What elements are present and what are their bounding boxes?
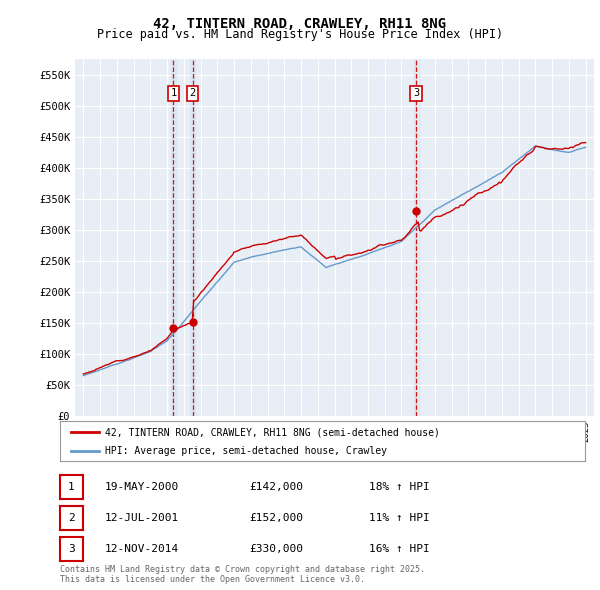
- Bar: [190, 59, 195, 416]
- Text: £330,000: £330,000: [249, 544, 303, 553]
- Text: 2: 2: [190, 88, 196, 98]
- Text: £142,000: £142,000: [249, 483, 303, 492]
- Text: 1: 1: [68, 483, 75, 492]
- Text: £152,000: £152,000: [249, 513, 303, 523]
- Text: HPI: Average price, semi-detached house, Crawley: HPI: Average price, semi-detached house,…: [104, 447, 386, 456]
- Text: 19-MAY-2000: 19-MAY-2000: [105, 483, 179, 492]
- Text: Contains HM Land Registry data © Crown copyright and database right 2025.
This d: Contains HM Land Registry data © Crown c…: [60, 565, 425, 584]
- Bar: [171, 59, 176, 416]
- Text: 1: 1: [170, 88, 176, 98]
- Text: 3: 3: [68, 544, 75, 553]
- Text: 11% ↑ HPI: 11% ↑ HPI: [369, 513, 430, 523]
- Text: 2: 2: [68, 513, 75, 523]
- Text: 42, TINTERN ROAD, CRAWLEY, RH11 8NG: 42, TINTERN ROAD, CRAWLEY, RH11 8NG: [154, 17, 446, 31]
- Text: 12-NOV-2014: 12-NOV-2014: [105, 544, 179, 553]
- Text: 16% ↑ HPI: 16% ↑ HPI: [369, 544, 430, 553]
- Text: 12-JUL-2001: 12-JUL-2001: [105, 513, 179, 523]
- Text: 18% ↑ HPI: 18% ↑ HPI: [369, 483, 430, 492]
- Bar: [413, 59, 419, 416]
- Text: 3: 3: [413, 88, 419, 98]
- Text: Price paid vs. HM Land Registry's House Price Index (HPI): Price paid vs. HM Land Registry's House …: [97, 28, 503, 41]
- Text: 42, TINTERN ROAD, CRAWLEY, RH11 8NG (semi-detached house): 42, TINTERN ROAD, CRAWLEY, RH11 8NG (sem…: [104, 428, 439, 438]
